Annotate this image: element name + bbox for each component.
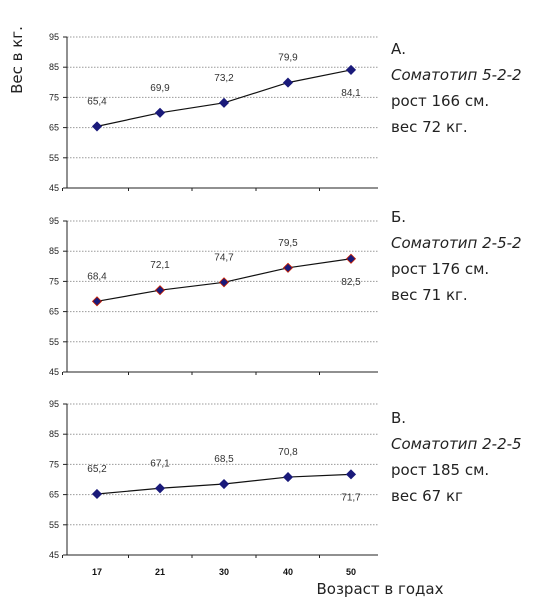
data-label: 73,2: [214, 73, 234, 84]
data-label: 67,1: [150, 458, 170, 469]
data-label: 69,9: [150, 83, 170, 94]
y-tick-label: 55: [49, 520, 59, 530]
x-tick-label: 17: [92, 567, 102, 577]
y-axis-label: Вес в кг.: [8, 26, 26, 94]
data-point-marker: [282, 77, 294, 88]
note-a-somatotype: Соматотип 5-2-2: [391, 66, 522, 84]
y-tick-label: 45: [49, 183, 59, 193]
note-c-weight: вес 67 кг: [391, 487, 463, 505]
x-tick-label: 40: [283, 567, 293, 577]
data-point-marker: [91, 296, 103, 307]
x-tick-label: 30: [219, 567, 229, 577]
data-label: 74,7: [214, 252, 234, 263]
data-point-marker: [345, 64, 357, 75]
y-tick-label: 95: [49, 216, 59, 226]
y-tick-label: 85: [49, 62, 59, 72]
data-point-marker: [91, 121, 103, 132]
note-c-height: рост 185 см.: [391, 461, 490, 479]
data-point-marker: [282, 262, 294, 273]
note-b-somatotype: Соматотип 2-5-2: [391, 234, 522, 252]
y-tick-label: 55: [49, 337, 59, 347]
data-point-marker: [345, 253, 357, 264]
note-a-letter: А.: [391, 40, 407, 58]
x-axis-label: Возраст в годах: [316, 580, 443, 598]
y-tick-label: 75: [49, 92, 59, 102]
x-tick-label: 21: [155, 567, 165, 577]
y-tick-label: 65: [49, 307, 59, 317]
data-label: 82,5: [341, 277, 361, 288]
note-a-height: рост 166 см.: [391, 92, 490, 110]
chart-panel-c: 45 55 65 75 85 95 65,2 67,1 68,5 70,8 71,7: [49, 399, 378, 560]
data-point-marker: [154, 483, 166, 494]
note-b: Б. Соматотип 2-5-2 рост 176 см. вес 71 к…: [391, 204, 522, 308]
note-b-weight: вес 71 кг.: [391, 286, 468, 304]
data-label: 79,9: [278, 53, 298, 64]
y-tick-label: 95: [49, 32, 59, 42]
data-label: 70,8: [278, 447, 298, 458]
data-label: 71,7: [341, 492, 361, 503]
note-b-height: рост 176 см.: [391, 260, 490, 278]
note-c: В. Соматотип 2-2-5 рост 185 см. вес 67 к…: [391, 405, 522, 509]
data-label: 65,2: [87, 464, 107, 475]
note-a: А. Соматотип 5-2-2 рост 166 см. вес 72 к…: [391, 36, 522, 140]
data-label: 84,1: [341, 88, 361, 99]
data-point-marker: [218, 277, 230, 288]
y-tick-label: 95: [49, 399, 59, 409]
note-c-letter: В.: [391, 409, 407, 427]
data-label: 72,1: [150, 260, 170, 271]
data-point-marker: [154, 285, 166, 296]
data-label: 65,4: [87, 96, 107, 107]
data-point-marker: [154, 107, 166, 118]
y-tick-label: 65: [49, 123, 59, 133]
data-label: 68,4: [87, 271, 107, 282]
y-tick-label: 75: [49, 459, 59, 469]
y-tick-label: 85: [49, 246, 59, 256]
note-c-somatotype: Соматотип 2-2-5: [391, 435, 522, 453]
chart-panel-a: 45 55 65 75 85 95 65,4 69,9 73,2 79,9 84,1: [49, 32, 378, 193]
y-tick-label: 75: [49, 276, 59, 286]
y-tick-label: 45: [49, 550, 59, 560]
y-tick-label: 45: [49, 367, 59, 377]
y-tick-label: 55: [49, 153, 59, 163]
chart-panel-b: 45 55 65 75 85 95 68,4 72,1 74,7 79,5 82,5: [49, 216, 378, 377]
note-b-letter: Б.: [391, 208, 407, 226]
data-point-marker: [218, 97, 230, 108]
note-a-weight: вес 72 кг.: [391, 118, 468, 136]
data-point-marker: [282, 472, 294, 483]
x-tick-label: 50: [346, 567, 356, 577]
data-label: 68,5: [214, 454, 234, 465]
data-label: 79,5: [278, 238, 298, 249]
y-tick-label: 85: [49, 429, 59, 439]
data-point-marker: [91, 488, 103, 500]
data-point-marker: [345, 469, 357, 480]
y-tick-label: 65: [49, 490, 59, 500]
data-point-marker: [218, 478, 230, 490]
